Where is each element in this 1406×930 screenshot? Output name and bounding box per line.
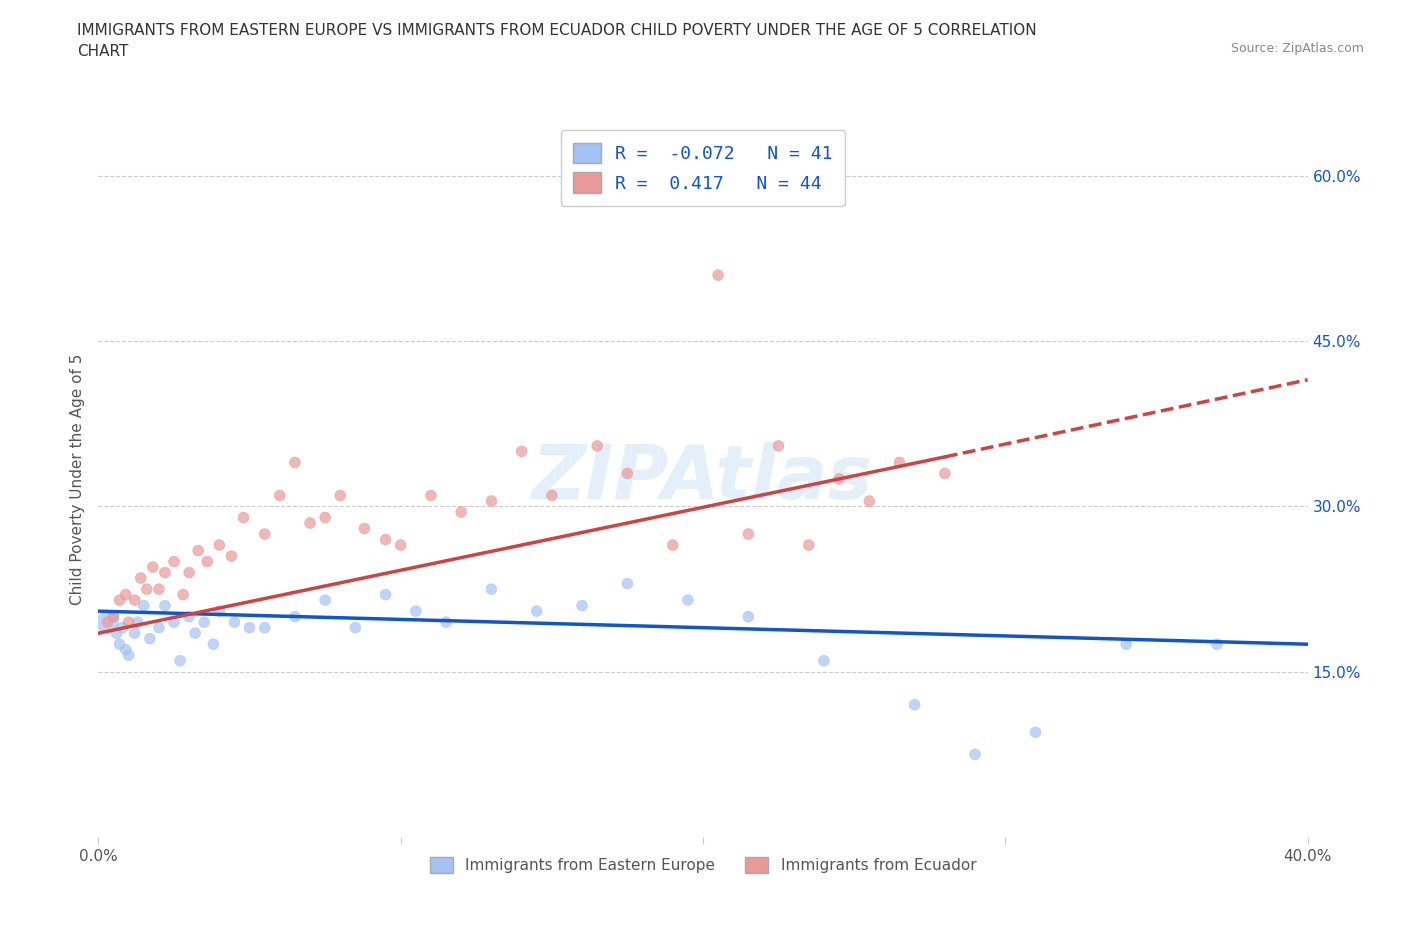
Point — [526, 604, 548, 618]
Point — [118, 615, 141, 630]
Point — [148, 581, 170, 596]
Point — [96, 615, 118, 630]
Point — [1206, 637, 1229, 652]
Point — [193, 615, 215, 630]
Point — [571, 598, 593, 613]
Point — [142, 560, 165, 575]
Point — [114, 587, 136, 602]
Point — [420, 488, 443, 503]
Point — [434, 615, 457, 630]
Point — [481, 581, 503, 596]
Point — [828, 472, 851, 486]
Point — [299, 515, 322, 530]
Point — [481, 494, 503, 509]
Y-axis label: Child Poverty Under the Age of 5: Child Poverty Under the Age of 5 — [69, 353, 84, 604]
Point — [284, 455, 307, 470]
Point — [184, 626, 207, 641]
Point — [768, 438, 790, 453]
Point — [153, 565, 176, 580]
Point — [163, 554, 186, 569]
Point — [813, 653, 835, 668]
Point — [105, 626, 128, 641]
Point — [239, 620, 262, 635]
Point — [169, 653, 191, 668]
Point — [314, 510, 336, 525]
Point — [858, 494, 880, 509]
Point — [707, 268, 730, 283]
Point — [108, 637, 131, 652]
Point — [163, 615, 186, 630]
Point — [616, 466, 638, 481]
Point — [510, 444, 533, 458]
Point — [221, 549, 243, 564]
Point — [208, 604, 231, 618]
Text: Source: ZipAtlas.com: Source: ZipAtlas.com — [1230, 42, 1364, 55]
Point — [111, 620, 134, 635]
Point — [187, 543, 209, 558]
Point — [965, 747, 987, 762]
Point — [344, 620, 367, 635]
Point — [202, 637, 225, 652]
Point — [540, 488, 562, 503]
Point — [450, 505, 472, 520]
Point — [114, 643, 136, 658]
Point — [139, 631, 162, 646]
Point — [616, 577, 638, 591]
Text: IMMIGRANTS FROM EASTERN EUROPE VS IMMIGRANTS FROM ECUADOR CHILD POVERTY UNDER TH: IMMIGRANTS FROM EASTERN EUROPE VS IMMIGR… — [77, 23, 1038, 60]
Point — [108, 592, 131, 607]
Point — [269, 488, 291, 503]
Point — [1024, 724, 1046, 739]
Point — [253, 620, 276, 635]
Point — [124, 626, 146, 641]
Point — [129, 571, 152, 586]
Point — [389, 538, 412, 552]
Point — [314, 592, 336, 607]
Point — [661, 538, 683, 552]
Point — [118, 648, 141, 663]
Text: ZIPAtlas: ZIPAtlas — [533, 443, 873, 515]
Point — [179, 565, 201, 580]
Point — [374, 587, 396, 602]
Point — [329, 488, 352, 503]
Point — [103, 609, 125, 624]
Point — [148, 620, 170, 635]
Legend: Immigrants from Eastern Europe, Immigrants from Ecuador: Immigrants from Eastern Europe, Immigran… — [423, 851, 983, 880]
Point — [224, 615, 246, 630]
Point — [586, 438, 609, 453]
Point — [208, 538, 231, 552]
Point — [889, 455, 911, 470]
Point — [676, 592, 699, 607]
Point — [374, 532, 396, 547]
Point — [737, 609, 759, 624]
Point — [353, 521, 375, 536]
Point — [232, 510, 254, 525]
Point — [96, 615, 118, 630]
Point — [153, 598, 176, 613]
Point — [172, 587, 194, 602]
Point — [132, 598, 155, 613]
Point — [127, 615, 149, 630]
Point — [284, 609, 307, 624]
Point — [797, 538, 820, 552]
Point — [135, 581, 157, 596]
Point — [934, 466, 956, 481]
Point — [1115, 637, 1137, 652]
Point — [253, 526, 276, 541]
Point — [737, 526, 759, 541]
Point — [904, 698, 927, 712]
Point — [405, 604, 427, 618]
Point — [103, 609, 125, 624]
Point — [195, 554, 218, 569]
Point — [179, 609, 201, 624]
Point — [124, 592, 146, 607]
